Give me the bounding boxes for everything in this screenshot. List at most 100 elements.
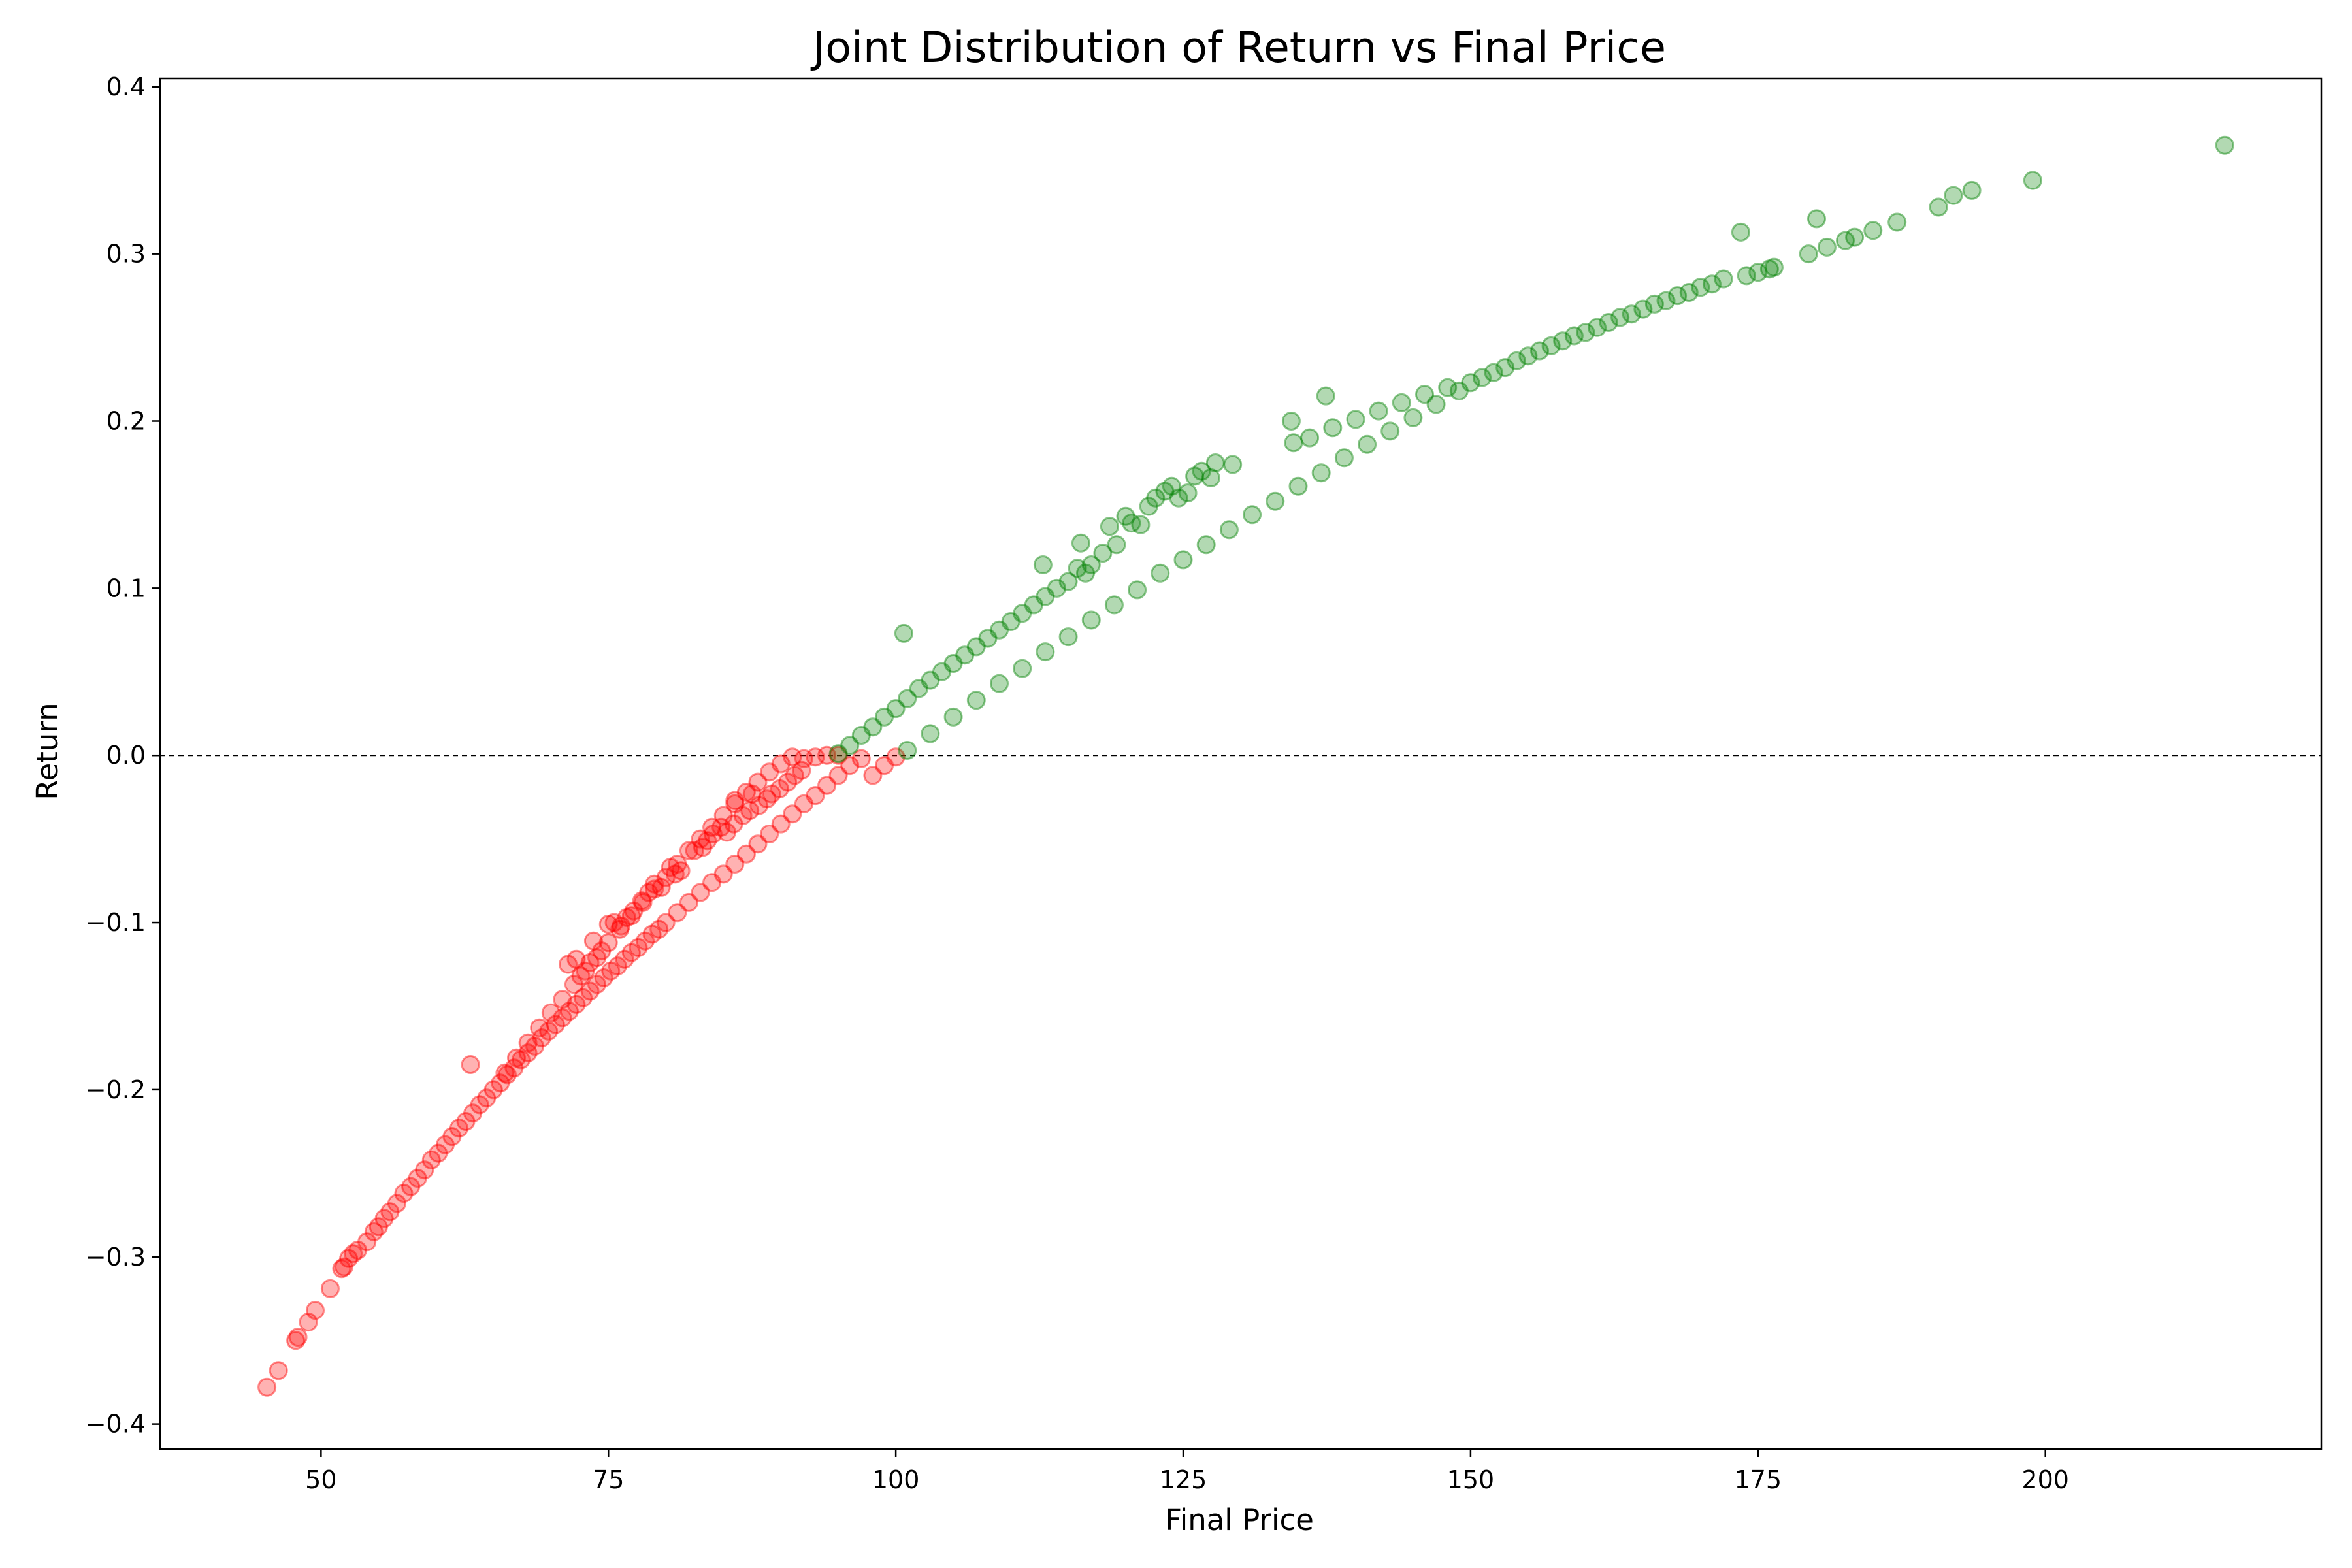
data-point <box>702 817 722 837</box>
data-point <box>497 1065 517 1085</box>
data-point <box>724 814 743 834</box>
data-point <box>374 1209 394 1228</box>
data-point <box>610 919 630 939</box>
data-point <box>594 968 613 987</box>
data-point <box>583 931 603 951</box>
data-point <box>518 1033 538 1053</box>
data-point <box>693 838 712 857</box>
data-point <box>1668 286 1688 306</box>
data-point <box>955 645 975 665</box>
data-point <box>1392 393 1411 412</box>
data-point <box>348 1241 368 1260</box>
x-tick-label: 200 <box>2021 1465 2069 1494</box>
data-point <box>518 1043 538 1063</box>
data-point <box>1047 578 1066 598</box>
data-point <box>1266 491 1285 511</box>
data-point <box>612 916 631 936</box>
data-point <box>771 754 791 774</box>
x-tick-label: 150 <box>1447 1465 1495 1494</box>
data-point <box>932 662 951 681</box>
x-tick-label: 175 <box>1735 1465 1782 1494</box>
data-point <box>645 874 664 894</box>
data-point <box>1473 368 1492 387</box>
data-point <box>1346 410 1365 429</box>
data-point <box>1155 482 1175 501</box>
data-point <box>1962 180 1982 200</box>
data-point <box>429 1143 448 1163</box>
data-point <box>574 988 593 1007</box>
data-points <box>257 135 2234 1397</box>
data-point <box>1223 455 1243 474</box>
data-point <box>679 841 698 860</box>
data-point <box>1013 659 1032 678</box>
data-point <box>401 1177 421 1196</box>
data-point <box>380 1202 400 1222</box>
data-point <box>1714 269 1733 289</box>
data-point <box>1495 358 1515 378</box>
data-point <box>587 948 607 968</box>
data-point <box>530 1018 549 1037</box>
data-point <box>491 1073 510 1093</box>
data-point <box>642 924 662 944</box>
data-point <box>1438 378 1458 397</box>
data-point <box>1633 299 1653 319</box>
data-point <box>1836 231 1855 250</box>
data-point <box>1036 587 1055 606</box>
data-point <box>656 913 676 932</box>
data-point <box>507 1048 526 1068</box>
data-point <box>368 1217 388 1237</box>
data-point <box>886 699 906 719</box>
data-point <box>1033 555 1053 574</box>
data-point <box>1358 434 1377 454</box>
y-tick-label: −0.1 <box>86 908 146 937</box>
data-point <box>828 766 848 785</box>
data-point <box>909 679 928 698</box>
y-tick-label: −0.2 <box>86 1075 146 1104</box>
data-point <box>320 1279 340 1298</box>
data-point <box>1151 563 1170 583</box>
data-point <box>1679 283 1699 302</box>
data-point <box>1644 294 1664 314</box>
data-point <box>592 941 612 961</box>
series-0 <box>257 745 906 1397</box>
data-point <box>553 990 572 1009</box>
data-point <box>1564 326 1584 346</box>
data-point <box>539 1021 559 1041</box>
data-point <box>598 933 618 953</box>
data-point <box>394 1184 414 1203</box>
data-point <box>921 724 940 743</box>
y-tick-label: 0.0 <box>106 741 146 770</box>
data-point <box>943 707 963 727</box>
data-point <box>1122 514 1141 533</box>
data-point <box>288 1328 308 1347</box>
data-point <box>1449 381 1469 400</box>
data-point <box>541 1003 561 1022</box>
data-point <box>785 766 804 785</box>
data-point <box>339 1249 359 1268</box>
data-point <box>713 806 733 825</box>
data-point <box>636 931 655 951</box>
data-point <box>771 814 791 834</box>
data-point <box>1863 221 1883 240</box>
data-point <box>1426 395 1446 414</box>
data-point <box>875 707 894 727</box>
data-point <box>990 674 1009 693</box>
x-tick-label: 125 <box>1160 1465 1207 1494</box>
data-point <box>364 1222 384 1241</box>
data-point <box>571 966 591 986</box>
data-point <box>679 892 698 912</box>
data-point <box>1576 323 1595 342</box>
data-point <box>1691 278 1710 297</box>
x-tick-label: 100 <box>872 1465 920 1494</box>
data-point <box>1192 461 1211 481</box>
data-point <box>1104 595 1124 615</box>
data-point <box>875 756 894 776</box>
data-point <box>477 1088 497 1108</box>
data-point <box>1461 373 1480 393</box>
data-point <box>668 855 687 874</box>
data-point <box>1507 351 1526 370</box>
data-point <box>645 879 664 899</box>
data-point <box>639 883 659 902</box>
data-point <box>828 744 848 764</box>
data-point <box>1100 517 1119 536</box>
